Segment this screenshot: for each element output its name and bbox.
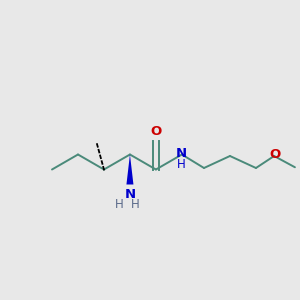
Text: N: N <box>124 188 136 200</box>
Text: H: H <box>130 199 139 212</box>
Text: O: O <box>150 125 161 138</box>
Text: H: H <box>176 158 185 171</box>
Polygon shape <box>126 154 134 184</box>
Text: N: N <box>175 147 187 160</box>
Text: H: H <box>115 199 123 212</box>
Text: O: O <box>269 148 281 161</box>
